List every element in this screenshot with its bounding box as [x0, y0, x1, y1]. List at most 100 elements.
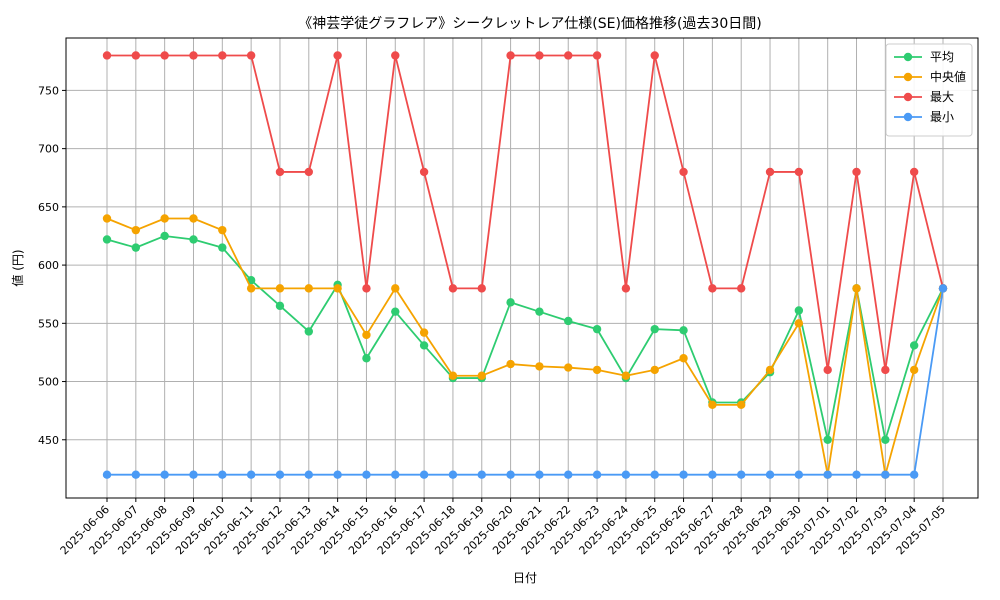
data-point [852, 284, 861, 293]
data-point [679, 167, 688, 177]
data-point [362, 354, 371, 363]
data-point [794, 306, 804, 315]
series-最大 [102, 51, 948, 375]
data-point [448, 470, 458, 479]
data-point [448, 284, 458, 293]
data-point [419, 470, 429, 479]
data-point [419, 328, 429, 337]
y-tick-label: 750 [38, 84, 59, 97]
data-point [592, 51, 602, 60]
data-point [448, 371, 458, 380]
data-point [823, 365, 832, 375]
data-point [621, 284, 631, 293]
data-point [679, 470, 688, 479]
data-point [909, 341, 919, 350]
data-point [506, 359, 515, 369]
data-point [391, 470, 400, 479]
data-point [823, 435, 832, 444]
data-point [881, 365, 890, 375]
data-point [362, 470, 371, 479]
data-point [102, 235, 112, 244]
data-point [102, 51, 112, 60]
data-point [160, 470, 169, 479]
data-point [160, 214, 169, 223]
data-point [535, 362, 544, 371]
series-line [107, 54, 944, 371]
data-point [765, 470, 775, 479]
data-point [218, 243, 227, 252]
legend-label: 中央値 [930, 69, 966, 84]
data-point [275, 301, 285, 311]
data-point [650, 365, 659, 375]
data-point [189, 470, 198, 479]
data-point [246, 470, 256, 479]
data-point [564, 51, 573, 60]
data-point [592, 324, 602, 334]
data-point [621, 470, 631, 479]
y-axis-label: 値 (円) [10, 249, 25, 286]
data-point [535, 307, 544, 316]
data-point [419, 341, 429, 350]
data-point [708, 400, 717, 410]
data-point [592, 470, 602, 479]
data-point [391, 51, 400, 60]
y-tick-label: 600 [38, 259, 59, 272]
data-point [909, 365, 919, 375]
data-point [506, 51, 515, 60]
legend-swatch-marker [903, 52, 913, 62]
data-point [189, 214, 198, 223]
series-最小 [102, 284, 948, 479]
y-tick-label: 700 [38, 143, 59, 156]
data-point [275, 470, 285, 479]
data-point [852, 167, 861, 177]
data-point [564, 316, 573, 326]
data-point [362, 330, 371, 340]
data-point [131, 243, 141, 252]
data-point [737, 284, 746, 293]
data-point [304, 470, 313, 479]
data-point [333, 51, 342, 60]
data-point [794, 167, 804, 177]
data-point [131, 470, 141, 479]
data-point [333, 470, 342, 479]
data-point [102, 470, 112, 479]
legend-label: 最小 [930, 110, 954, 124]
data-point [160, 51, 169, 60]
data-point [304, 327, 313, 336]
data-point [160, 231, 169, 241]
y-tick-label: 500 [38, 376, 59, 389]
data-point [650, 51, 659, 60]
data-point [737, 400, 746, 410]
data-point [477, 470, 486, 479]
data-point [218, 51, 227, 60]
data-point [909, 470, 919, 479]
data-point [852, 470, 861, 479]
data-point [708, 470, 717, 479]
legend-swatch-marker [903, 92, 913, 102]
data-point [477, 371, 486, 380]
data-point [650, 470, 659, 479]
series-line [106, 217, 944, 476]
data-point [218, 470, 227, 479]
data-point [679, 326, 688, 335]
data-point [765, 167, 775, 177]
data-point [564, 470, 573, 479]
data-point [391, 307, 400, 316]
data-point [909, 167, 919, 177]
data-point [708, 284, 717, 293]
data-point [535, 51, 544, 60]
legend-label: 最大 [930, 90, 954, 104]
data-point [218, 225, 227, 235]
legend-label: 平均 [930, 50, 954, 64]
data-point [477, 284, 486, 293]
data-point [131, 51, 141, 60]
data-point [189, 51, 198, 60]
y-tick-label: 450 [38, 434, 59, 447]
data-point [564, 363, 573, 372]
data-point [765, 365, 775, 375]
data-point [333, 284, 342, 293]
plot-frame [65, 37, 979, 499]
data-point [304, 284, 313, 293]
